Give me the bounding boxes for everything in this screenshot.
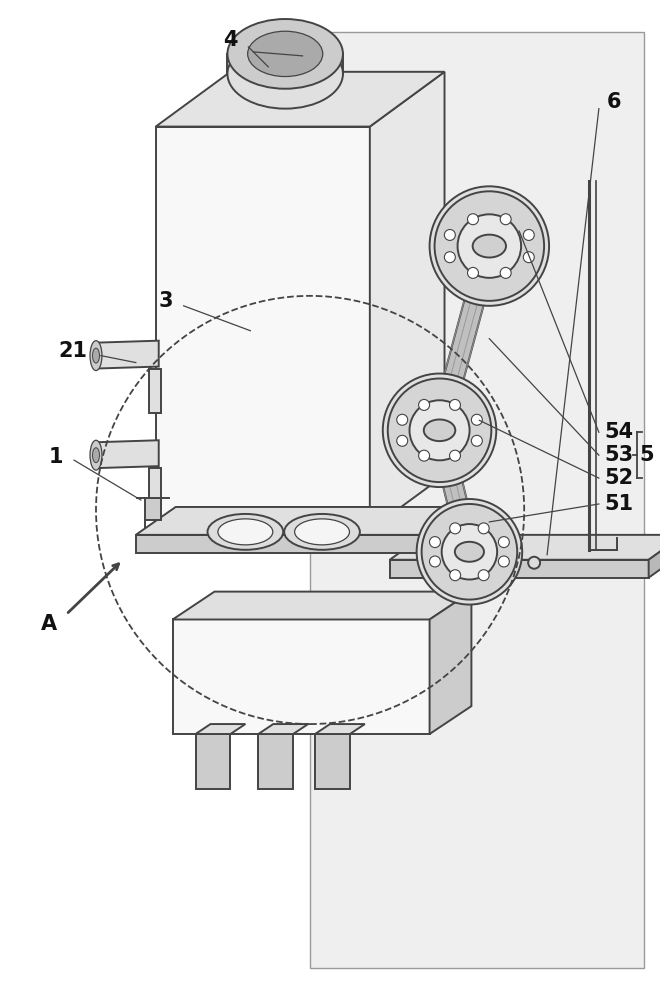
Ellipse shape (90, 341, 102, 371)
Circle shape (422, 504, 517, 600)
Circle shape (442, 524, 497, 580)
Polygon shape (390, 560, 648, 578)
Circle shape (457, 214, 521, 278)
Polygon shape (310, 32, 644, 968)
Polygon shape (96, 341, 159, 369)
Ellipse shape (473, 235, 506, 258)
Circle shape (500, 267, 511, 278)
Circle shape (498, 537, 510, 548)
Circle shape (467, 267, 479, 278)
Circle shape (416, 499, 522, 605)
Ellipse shape (248, 31, 323, 77)
Circle shape (388, 379, 491, 482)
Polygon shape (173, 619, 430, 734)
Circle shape (449, 570, 461, 581)
Circle shape (449, 523, 461, 534)
Polygon shape (156, 127, 370, 530)
Circle shape (528, 557, 540, 569)
Ellipse shape (93, 448, 99, 463)
Polygon shape (149, 468, 161, 508)
Polygon shape (136, 507, 459, 535)
Ellipse shape (424, 419, 455, 441)
Polygon shape (430, 243, 499, 433)
Ellipse shape (295, 519, 350, 545)
Circle shape (397, 414, 408, 425)
Text: 21: 21 (59, 341, 88, 361)
Polygon shape (149, 369, 161, 413)
Circle shape (383, 374, 496, 487)
Polygon shape (430, 428, 479, 554)
Circle shape (397, 435, 408, 446)
Polygon shape (136, 535, 420, 553)
Text: 54: 54 (604, 422, 633, 442)
Ellipse shape (455, 542, 484, 562)
Polygon shape (390, 535, 661, 560)
Ellipse shape (218, 519, 273, 545)
Ellipse shape (227, 39, 343, 109)
Polygon shape (196, 734, 231, 789)
Ellipse shape (90, 440, 102, 470)
Text: 6: 6 (607, 92, 621, 112)
Polygon shape (145, 498, 161, 520)
Polygon shape (315, 724, 365, 734)
Polygon shape (96, 440, 159, 468)
Circle shape (449, 450, 461, 461)
Polygon shape (258, 734, 293, 789)
Circle shape (500, 214, 511, 225)
Ellipse shape (93, 348, 99, 363)
Ellipse shape (227, 19, 343, 89)
Circle shape (478, 523, 489, 534)
Circle shape (444, 229, 455, 240)
Polygon shape (648, 535, 661, 578)
Text: 52: 52 (604, 468, 633, 488)
Circle shape (418, 450, 430, 461)
Circle shape (478, 570, 489, 581)
Circle shape (498, 556, 510, 567)
Circle shape (471, 435, 483, 446)
Text: 5: 5 (639, 445, 654, 465)
Polygon shape (196, 724, 245, 734)
Polygon shape (420, 507, 459, 553)
Text: 53: 53 (604, 445, 633, 465)
Circle shape (430, 186, 549, 306)
Polygon shape (258, 724, 308, 734)
Text: 51: 51 (604, 494, 633, 514)
Text: 4: 4 (223, 30, 238, 50)
Ellipse shape (208, 514, 283, 550)
Circle shape (410, 400, 469, 460)
Circle shape (444, 252, 455, 263)
Polygon shape (430, 592, 471, 734)
Circle shape (471, 414, 483, 425)
Circle shape (449, 399, 461, 410)
Circle shape (418, 399, 430, 410)
Ellipse shape (284, 514, 360, 550)
Polygon shape (370, 72, 444, 530)
Circle shape (467, 214, 479, 225)
Text: A: A (41, 614, 58, 634)
Circle shape (434, 191, 544, 301)
Circle shape (430, 556, 440, 567)
Polygon shape (315, 734, 350, 789)
Polygon shape (156, 72, 444, 127)
Polygon shape (173, 592, 471, 619)
Text: 3: 3 (159, 291, 173, 311)
Text: 1: 1 (49, 447, 63, 467)
Circle shape (430, 537, 440, 548)
Circle shape (524, 252, 534, 263)
Circle shape (524, 229, 534, 240)
